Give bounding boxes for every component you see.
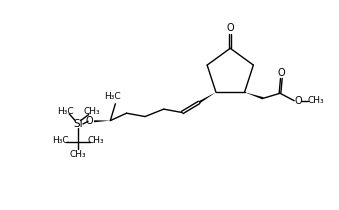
Text: Si: Si [73,119,83,129]
Polygon shape [199,92,216,103]
Polygon shape [94,120,110,122]
Text: CH₃: CH₃ [307,96,324,105]
Text: O: O [226,23,234,33]
Text: CH₃: CH₃ [87,136,104,145]
Text: H₃C: H₃C [57,107,74,116]
Text: H₃C: H₃C [104,92,120,101]
Text: CH₃: CH₃ [69,150,86,159]
Polygon shape [244,92,263,100]
Text: O: O [278,68,285,78]
Text: O: O [295,96,302,106]
Text: O: O [86,116,94,126]
Text: CH₃: CH₃ [84,107,100,116]
Text: H₃C: H₃C [52,136,69,145]
